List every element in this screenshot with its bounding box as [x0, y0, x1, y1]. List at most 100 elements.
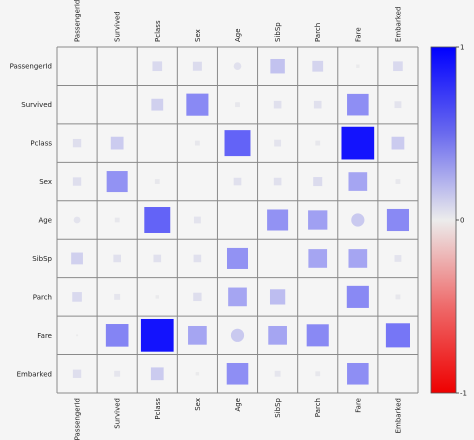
top-label-pclass: Pclass — [154, 20, 162, 42]
cell-age-sibsp — [267, 209, 289, 231]
cell-sex-survived — [106, 171, 128, 193]
bottom-label-fare: Fare — [354, 398, 362, 413]
top-label-parch: Parch — [314, 23, 322, 42]
cell-age-survived — [114, 217, 120, 223]
cell-parch-pclass — [155, 295, 159, 299]
cell-sex-fare — [348, 172, 368, 191]
cell-embarked-age — [226, 362, 249, 385]
cell-age-embarked — [386, 208, 409, 232]
cell-pclass-survived — [110, 136, 124, 150]
cell-sibsp-age — [226, 247, 249, 269]
cell-sex-pclass — [154, 179, 160, 184]
left-label-fare: Fare — [37, 332, 52, 340]
cell-fare-age — [230, 328, 245, 342]
cell-sex-age — [233, 177, 242, 186]
cell-passengerid-sex — [192, 61, 202, 71]
cell-pclass-passengerid — [72, 138, 82, 148]
cell-age-parch — [308, 210, 328, 230]
left-label-passengerid: PassengerId — [10, 63, 52, 71]
cell-parch-fare — [346, 285, 369, 308]
cell-sex-parch — [313, 177, 323, 187]
top-label-embarked: Embarked — [394, 7, 402, 42]
cell-passengerid-fare — [356, 64, 360, 68]
bottom-axis-labels: PassengerId Survived Pclass Sex Age SibSp Parc… — [74, 397, 403, 440]
left-label-age: Age — [38, 217, 52, 225]
cell-survived-parch — [313, 100, 322, 109]
left-axis-labels: PassengerId Survived Pclass Sex Age SibSp Parc… — [10, 63, 53, 379]
bottom-label-sibsp: SibSp — [274, 397, 282, 417]
cell-embarked-passengerid — [72, 369, 82, 378]
cell-age-passengerid — [73, 216, 81, 224]
top-label-sex: Sex — [194, 29, 202, 42]
cell-survived-sex — [186, 93, 209, 116]
cell-age-sex — [193, 216, 201, 224]
cell-parch-passengerid — [72, 292, 82, 302]
cell-sibsp-passengerid — [71, 252, 83, 265]
top-label-survived: Survived — [114, 11, 122, 42]
cell-parch-age — [228, 287, 247, 307]
bottom-label-survived: Survived — [114, 398, 122, 429]
cell-parch-sex — [193, 292, 202, 302]
cell-sibsp-fare — [348, 249, 368, 268]
colorbar-tick-label: -1 — [460, 390, 467, 398]
cell-sibsp-sex — [193, 254, 202, 263]
cell-age-fare — [351, 213, 365, 227]
cell-survived-embarked — [394, 101, 402, 109]
cell-fare-passengerid — [75, 334, 79, 337]
cell-pclass-fare — [341, 126, 375, 160]
cell-sex-sibsp — [273, 177, 282, 186]
cell-pclass-age — [224, 130, 251, 157]
cell-pclass-parch — [315, 140, 321, 146]
cell-fare-sibsp — [268, 325, 287, 345]
bottom-label-embarked: Embarked — [394, 398, 402, 433]
cell-parch-sibsp — [269, 289, 286, 305]
colorbar: 1 0 -1 — [430, 44, 467, 398]
left-label-pclass: Pclass — [30, 140, 52, 148]
cell-embarked-fare — [347, 362, 369, 385]
cell-passengerid-age — [233, 62, 242, 71]
bottom-label-sex: Sex — [194, 398, 202, 411]
bottom-label-parch: Parch — [314, 398, 322, 417]
cell-passengerid-pclass — [152, 61, 163, 72]
left-label-parch: Parch — [33, 293, 52, 301]
cell-survived-fare — [347, 93, 369, 116]
cell-survived-pclass — [151, 98, 164, 111]
cell-parch-embarked — [395, 294, 401, 300]
colorbar-tick-label: 1 — [460, 44, 464, 52]
cell-sibsp-survived — [113, 254, 121, 263]
cell-embarked-parch — [315, 371, 321, 377]
cell-passengerid-parch — [312, 60, 324, 72]
cell-fare-embarked — [385, 323, 410, 348]
bottom-label-age: Age — [234, 398, 242, 412]
top-axis-labels: PassengerId Survived Pclass Sex Age SibSp Parc… — [74, 0, 403, 42]
bottom-label-pclass: Pclass — [154, 398, 162, 420]
cell-survived-sibsp — [273, 100, 282, 109]
cell-embarked-survived — [114, 370, 121, 377]
cell-fare-parch — [306, 324, 329, 347]
left-label-embarked: Embarked — [17, 370, 52, 378]
cell-sex-embarked — [395, 179, 401, 184]
matrix-plot-area — [56, 46, 419, 394]
top-label-age: Age — [234, 28, 242, 42]
cell-pclass-sibsp — [274, 139, 282, 147]
cell-sibsp-parch — [308, 249, 328, 268]
cell-parch-survived — [114, 293, 121, 300]
cell-sibsp-embarked — [394, 255, 402, 262]
cell-sex-passengerid — [72, 177, 82, 186]
left-label-survived: Survived — [21, 101, 52, 109]
bottom-label-passengerid: PassengerId — [74, 398, 82, 440]
cell-passengerid-sibsp — [270, 58, 285, 74]
cell-pclass-embarked — [391, 136, 405, 150]
left-label-sex: Sex — [39, 178, 52, 186]
cell-age-pclass — [144, 207, 171, 233]
cell-fare-sex — [188, 325, 207, 345]
cell-survived-age — [235, 102, 240, 108]
top-label-sibsp: SibSp — [274, 22, 282, 42]
cell-embarked-sibsp — [274, 370, 281, 377]
cell-embarked-pclass — [150, 367, 164, 381]
left-label-sibsp: SibSp — [32, 255, 52, 263]
top-label-passengerid: PassengerId — [74, 0, 82, 42]
cell-pclass-sex — [194, 140, 200, 146]
cell-embarked-sex — [195, 372, 200, 376]
